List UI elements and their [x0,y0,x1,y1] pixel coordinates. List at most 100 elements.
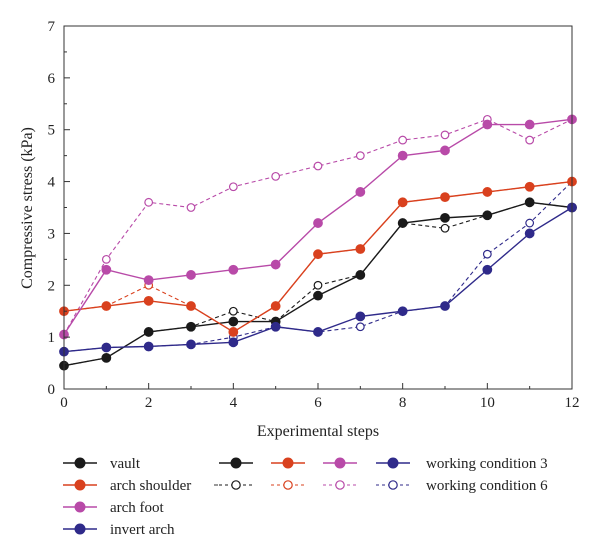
x-tick-label-4: 4 [230,395,238,411]
legend-item-invert-arch: invert arch [63,522,175,538]
point-invert-arch-wc6-7 [355,322,365,332]
y-tick-label-2: 2 [48,278,56,294]
point-vault-wc3-3 [186,321,196,332]
legend-wc6-marker-invert-arch [388,480,398,490]
legend-wc3-marker-arch-shoulder [282,457,294,469]
point-arch-shoulder-wc3-11 [524,181,535,192]
point-invert-arch-wc3-4 [228,337,239,348]
legend-wc6-marker-arch-foot [335,480,345,490]
x-axis-label: Experimental steps [257,423,379,440]
legend-item-vault: vault [63,456,141,472]
point-arch-foot-wc3-1 [101,264,112,275]
point-invert-arch-wc3-9 [440,301,450,311]
point-arch-foot-wc3-3 [186,270,196,280]
point-invert-arch-wc3-5 [270,321,281,332]
point-invert-arch-wc3-2 [143,341,154,352]
point-invert-arch-wc3-8 [397,306,408,317]
point-vault-wc6-4 [228,306,238,316]
point-arch-shoulder-wc3-3 [186,301,196,311]
point-arch-foot-wc6-11 [525,135,535,145]
point-arch-foot-wc6-2 [144,197,154,207]
x-tick-label-12: 12 [565,395,580,411]
plot-area [59,114,577,371]
y-tick-label-3: 3 [48,226,56,242]
point-arch-foot-wc6-3 [186,203,196,212]
legend-marker [74,523,86,535]
point-invert-arch-wc3-1 [101,342,112,353]
point-arch-foot-wc3-7 [355,187,366,197]
x-tick-label-6: 6 [314,395,322,411]
legend-marker [74,501,86,513]
point-arch-foot-wc6-7 [355,151,365,161]
y-tick-label-4: 4 [48,175,56,191]
point-arch-shoulder-wc3-8 [397,197,408,208]
x-tick-label-10: 10 [480,395,495,411]
series-arch-shoulder-wc3 [59,176,577,337]
point-arch-foot-wc3-10 [482,119,493,130]
y-axis-label: Compressive stress (kPa) [19,127,36,289]
y-tick-label-6: 6 [48,71,56,87]
point-vault-wc3-2 [143,327,154,337]
legend-label: invert arch [110,522,175,538]
point-invert-arch-wc3-11 [524,228,535,239]
point-vault-wc3-7 [355,270,366,280]
point-arch-foot-wc3-11 [524,119,535,130]
point-vault-wc3-4 [228,316,239,327]
x-tick-label-2: 2 [145,395,153,411]
x-tick-label-0: 0 [60,395,68,411]
point-arch-shoulder-wc3-7 [355,244,366,254]
point-vault-wc6-9 [440,223,450,233]
point-vault-wc6-6 [313,280,323,290]
series-line-invert-arch-wc6 [63,181,573,353]
legend-condition-3: working condition 3 [426,456,548,472]
point-arch-foot-wc3-4 [228,264,239,275]
point-vault-wc3-6 [313,290,323,301]
legend-item-arch-foot: arch foot [63,500,165,516]
point-vault-wc3-8 [397,218,408,228]
point-vault-wc3-9 [440,212,450,223]
point-invert-arch-wc3-10 [482,264,493,275]
point-arch-shoulder-wc3-2 [143,295,154,306]
x-tick-label-8: 8 [399,395,407,411]
point-arch-shoulder-wc3-1 [101,301,112,311]
legend-item-arch-shoulder: arch shoulder [63,478,191,494]
y-tick-label-0: 0 [48,382,56,398]
point-invert-arch-wc3-6 [313,327,323,337]
point-arch-shoulder-wc3-4 [228,327,239,337]
point-arch-foot-wc3-5 [270,259,281,270]
point-vault-wc3-11 [524,197,535,208]
legend-marker [74,457,86,469]
point-arch-foot-wc6-5 [271,171,281,181]
point-arch-foot-wc3-8 [397,150,408,161]
point-arch-shoulder-wc3-6 [313,249,323,260]
point-arch-shoulder-wc3-9 [440,192,450,203]
y-tick-label-1: 1 [48,330,56,346]
point-arch-foot-wc3-2 [143,275,154,286]
point-invert-arch-wc6-10 [482,249,492,259]
series-arch-foot-wc6 [59,114,577,339]
point-invert-arch-wc3-7 [355,311,366,322]
point-arch-foot-wc6-6 [313,161,323,171]
point-vault-wc3-1 [101,352,112,363]
legend-label: arch shoulder [110,478,191,494]
point-arch-foot-wc6-4 [228,182,238,192]
legend-wc3-marker-arch-foot [334,457,346,469]
y-tick-label-5: 5 [48,123,56,139]
legend: vault arch shoulder arch foot invert arch wo… [63,456,548,538]
point-invert-arch-wc3-3 [186,339,196,350]
legend-condition-6: working condition 6 [426,478,548,494]
legend-wc3-marker-invert-arch [387,457,399,469]
point-arch-shoulder-wc3-5 [270,301,281,311]
series-arch-foot-wc3 [59,114,577,340]
point-arch-foot-wc3-6 [313,218,323,228]
point-arch-foot-wc3-9 [440,145,450,156]
legend-wc6-marker-vault [231,480,241,490]
legend-wc3-marker-vault [230,457,242,469]
point-vault-wc3-10 [482,210,493,221]
point-arch-foot-wc6-9 [440,130,450,140]
point-arch-foot-wc6-1 [101,254,111,264]
point-invert-arch-wc6-11 [525,218,535,228]
point-arch-foot-wc6-8 [398,135,408,145]
